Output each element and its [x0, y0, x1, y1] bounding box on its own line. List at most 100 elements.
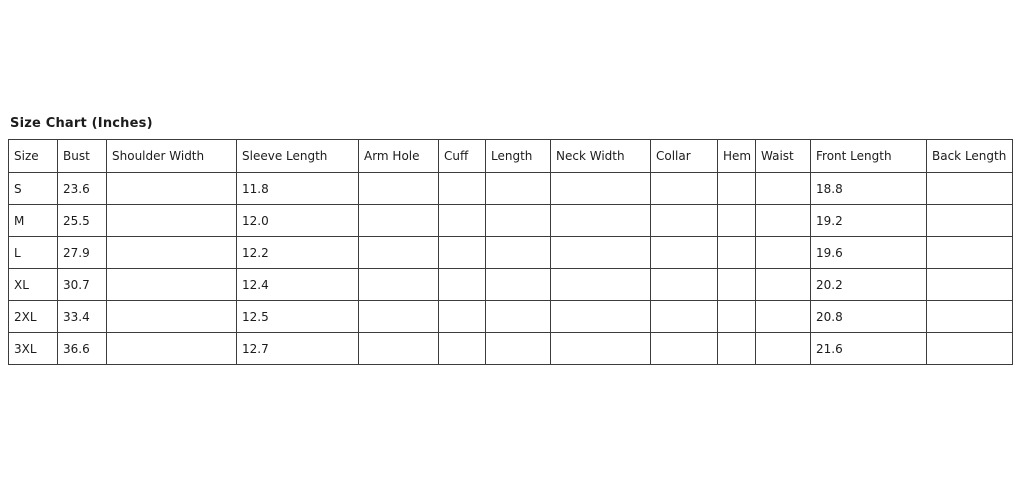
- value-cell: [650, 332, 718, 365]
- size-label-cell: M: [8, 204, 58, 237]
- value-cell: [438, 236, 486, 269]
- value-cell: [438, 268, 486, 301]
- value-cell: [438, 332, 486, 365]
- value-cell: [755, 204, 811, 237]
- value-cell: [755, 172, 811, 205]
- value-cell: [650, 204, 718, 237]
- value-cell: [438, 204, 486, 237]
- value-cell: [717, 268, 756, 301]
- value-cell: [358, 268, 439, 301]
- value-cell: 33.4: [57, 300, 107, 333]
- value-cell: [717, 236, 756, 269]
- size-chart-body: S 23.6 11.8 18.8 M 25.5 12.0 19.2 L 27.9 12.2 19.6 X…: [8, 172, 1013, 365]
- value-cell: [717, 172, 756, 205]
- value-cell: [550, 300, 651, 333]
- column-header: Shoulder Width: [106, 139, 237, 173]
- table-row: S 23.6 11.8 18.8: [8, 172, 1013, 205]
- value-cell: [485, 300, 551, 333]
- size-label-cell: S: [8, 172, 58, 205]
- value-cell: [438, 300, 486, 333]
- column-header: Size: [8, 139, 58, 173]
- column-header: Waist: [755, 139, 811, 173]
- column-header: Hem: [717, 139, 756, 173]
- value-cell: 11.8: [236, 172, 359, 205]
- value-cell: [358, 300, 439, 333]
- value-cell: [926, 300, 1013, 333]
- value-cell: 20.8: [810, 300, 927, 333]
- column-header: Back Length: [926, 139, 1013, 173]
- value-cell: [755, 236, 811, 269]
- value-cell: [650, 300, 718, 333]
- value-cell: [717, 204, 756, 237]
- value-cell: 18.8: [810, 172, 927, 205]
- value-cell: [550, 236, 651, 269]
- value-cell: [485, 236, 551, 269]
- value-cell: [485, 332, 551, 365]
- value-cell: [717, 300, 756, 333]
- value-cell: 12.4: [236, 268, 359, 301]
- size-label-cell: 2XL: [8, 300, 58, 333]
- value-cell: [926, 204, 1013, 237]
- value-cell: 23.6: [57, 172, 107, 205]
- value-cell: [650, 236, 718, 269]
- value-cell: [755, 268, 811, 301]
- header-row: Size Bust Shoulder Width Sleeve Length Arm H…: [8, 139, 1013, 173]
- value-cell: [717, 332, 756, 365]
- column-header: Cuff: [438, 139, 486, 173]
- size-label-cell: 3XL: [8, 332, 58, 365]
- value-cell: [106, 172, 237, 205]
- value-cell: [926, 332, 1013, 365]
- value-cell: 21.6: [810, 332, 927, 365]
- value-cell: [358, 172, 439, 205]
- value-cell: [358, 204, 439, 237]
- value-cell: 20.2: [810, 268, 927, 301]
- value-cell: [755, 300, 811, 333]
- value-cell: [438, 172, 486, 205]
- table-row: 2XL 33.4 12.5 20.8: [8, 300, 1013, 333]
- value-cell: 12.0: [236, 204, 359, 237]
- value-cell: 12.5: [236, 300, 359, 333]
- value-cell: [106, 300, 237, 333]
- value-cell: [106, 236, 237, 269]
- value-cell: [358, 332, 439, 365]
- table-row: M 25.5 12.0 19.2: [8, 204, 1013, 237]
- column-header: Collar: [650, 139, 718, 173]
- value-cell: [106, 204, 237, 237]
- value-cell: 36.6: [57, 332, 107, 365]
- column-header: Sleeve Length: [236, 139, 359, 173]
- table-row: L 27.9 12.2 19.6: [8, 236, 1013, 269]
- value-cell: [755, 332, 811, 365]
- value-cell: [650, 172, 718, 205]
- value-cell: [106, 332, 237, 365]
- value-cell: 12.7: [236, 332, 359, 365]
- value-cell: 25.5: [57, 204, 107, 237]
- value-cell: [485, 204, 551, 237]
- size-label-cell: L: [8, 236, 58, 269]
- value-cell: [926, 268, 1013, 301]
- value-cell: 12.2: [236, 236, 359, 269]
- value-cell: [926, 172, 1013, 205]
- size-label-cell: XL: [8, 268, 58, 301]
- size-chart-table: Size Bust Shoulder Width Sleeve Length Arm H…: [8, 139, 1013, 365]
- value-cell: [550, 268, 651, 301]
- value-cell: [106, 268, 237, 301]
- value-cell: 30.7: [57, 268, 107, 301]
- value-cell: [485, 172, 551, 205]
- column-header: Arm Hole: [358, 139, 439, 173]
- value-cell: [358, 236, 439, 269]
- table-row: 3XL 36.6 12.7 21.6: [8, 332, 1013, 365]
- page-title: Size Chart (Inches): [10, 116, 153, 131]
- value-cell: [485, 268, 551, 301]
- value-cell: 19.2: [810, 204, 927, 237]
- value-cell: [550, 172, 651, 205]
- value-cell: 19.6: [810, 236, 927, 269]
- value-cell: 27.9: [57, 236, 107, 269]
- value-cell: [550, 332, 651, 365]
- value-cell: [650, 268, 718, 301]
- column-header: Bust: [57, 139, 107, 173]
- column-header: Front Length: [810, 139, 927, 173]
- value-cell: [926, 236, 1013, 269]
- table-row: XL 30.7 12.4 20.2: [8, 268, 1013, 301]
- value-cell: [550, 204, 651, 237]
